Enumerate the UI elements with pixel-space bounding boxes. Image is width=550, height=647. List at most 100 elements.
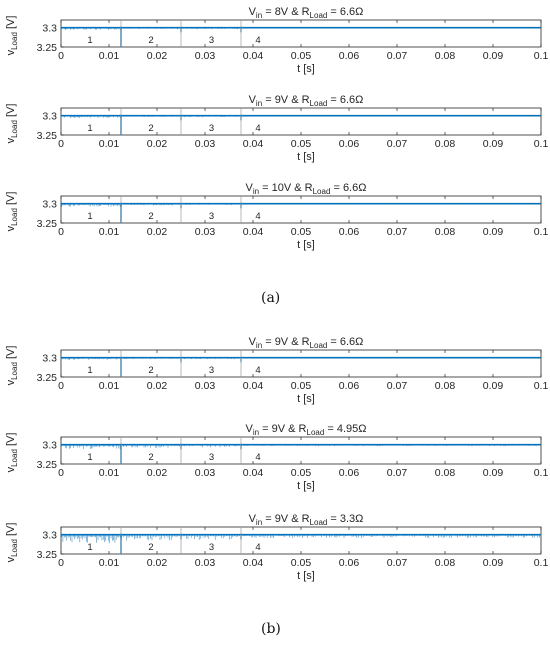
region-label: 2: [148, 211, 153, 222]
x-tick-label: 0.03: [195, 138, 216, 150]
y-tick-label: 3.25: [37, 372, 58, 384]
x-tick-label: 0.05: [291, 467, 312, 479]
x-tick-label: 0.02: [147, 50, 168, 62]
plot-area: [60, 349, 542, 378]
x-tick-label: 0.06: [339, 50, 360, 62]
x-tick-label: 0.01: [99, 557, 120, 569]
x-tick-label: 0.09: [483, 380, 504, 392]
x-tick-label: 0.08: [435, 226, 456, 238]
region-label: 3: [209, 123, 214, 134]
x-tick-label: 0.06: [339, 380, 360, 392]
panel-title: Vin = 9V & RLoad = 6.6Ω: [249, 94, 364, 108]
x-tick-label: 0.09: [483, 467, 504, 479]
chart-panel-3: Vin = 10V & RLoad = 6.6Ω 0 0.01 0.02 0.03 0.0…: [5, 182, 548, 251]
y-tick-label: 3.3: [42, 353, 57, 365]
region-label: 2: [148, 542, 153, 553]
plot-area: [60, 19, 542, 48]
x-tick-label: 0.09: [483, 50, 504, 62]
x-tick-label: 0.01: [99, 138, 120, 150]
x-tick-label: 0.03: [195, 226, 216, 238]
y-axis-label: vLoad [V]: [5, 433, 19, 473]
x-tick-label: 0: [58, 467, 64, 479]
region-label: 2: [148, 452, 153, 463]
x-axis-label: t [s]: [297, 63, 315, 75]
caption-a: (a): [261, 290, 281, 306]
x-tick-label: 0.1: [534, 226, 549, 238]
x-tick-label: 0.03: [195, 50, 216, 62]
region-label: 4: [255, 542, 260, 553]
x-tick-label: 0: [58, 138, 64, 150]
x-tick-label: 0: [58, 557, 64, 569]
region-label: 2: [148, 35, 153, 46]
x-tick-label: 0.09: [483, 226, 504, 238]
x-tick-label: 0.08: [435, 138, 456, 150]
x-tick-label: 0.1: [534, 557, 549, 569]
x-tick-label: 0.02: [147, 557, 168, 569]
x-tick-label: 0.08: [435, 557, 456, 569]
region-label: 3: [209, 452, 214, 463]
region-label: 3: [209, 211, 214, 222]
panel-title: Vin = 9V & RLoad = 6.6Ω: [249, 336, 364, 350]
region-label: 1: [87, 452, 92, 463]
x-tick-label: 0.07: [387, 138, 408, 150]
y-tick-label: 3.25: [37, 459, 58, 471]
x-tick-label: 0: [58, 380, 64, 392]
signal-ripple: [61, 115, 542, 118]
plot-area: [60, 107, 542, 136]
x-tick-label: 0.09: [483, 557, 504, 569]
y-tick-label: 3.3: [42, 23, 57, 35]
x-axis-label: t [s]: [297, 239, 315, 251]
region-label: 3: [209, 35, 214, 46]
y-axis-label: vLoad [V]: [5, 104, 19, 144]
region-label: 4: [255, 35, 260, 46]
y-tick-label: 3.25: [37, 549, 58, 561]
y-axis-label: vLoad [V]: [5, 346, 19, 386]
x-tick-label: 0.01: [99, 226, 120, 238]
caption-b: (b): [261, 621, 281, 637]
x-tick-label: 0.04: [243, 226, 264, 238]
region-label: 1: [87, 542, 92, 553]
x-tick-label: 0.07: [387, 226, 408, 238]
x-tick-label: 0.01: [99, 50, 120, 62]
region-label: 1: [87, 211, 92, 222]
signal-ripple: [61, 444, 542, 450]
x-tick-label: 0.06: [339, 226, 360, 238]
signal-ripple: [61, 27, 542, 30]
plot-area: [60, 526, 542, 555]
x-tick-label: 0.05: [291, 557, 312, 569]
x-tick-label: 0.05: [291, 380, 312, 392]
x-tick-label: 0.04: [243, 557, 264, 569]
x-axis-label: t [s]: [297, 570, 315, 582]
x-tick-label: 0.04: [243, 380, 264, 392]
x-tick-label: 0.03: [195, 380, 216, 392]
x-tick-label: 0.07: [387, 467, 408, 479]
x-tick-label: 0.06: [339, 467, 360, 479]
y-tick-label: 3.25: [37, 218, 58, 230]
x-tick-label: 0.05: [291, 138, 312, 150]
x-tick-label: 0.1: [534, 50, 549, 62]
x-tick-label: 0.04: [243, 138, 264, 150]
x-tick-label: 0.02: [147, 226, 168, 238]
region-label: 3: [209, 542, 214, 553]
signal-ripple: [61, 357, 542, 360]
x-tick-label: 0.04: [243, 50, 264, 62]
x-tick-label: 0.01: [99, 467, 120, 479]
panel-title: Vin = 8V & RLoad = 6.6Ω: [249, 6, 364, 20]
x-tick-label: 0.02: [147, 467, 168, 479]
x-tick-label: 0.03: [195, 467, 216, 479]
region-label: 4: [255, 123, 260, 134]
x-tick-label: 0.08: [435, 467, 456, 479]
x-tick-label: 0.08: [435, 50, 456, 62]
x-tick-label: 0.08: [435, 380, 456, 392]
y-axis-label: vLoad [V]: [5, 523, 19, 563]
x-tick-label: 0.1: [534, 380, 549, 392]
panel-title: Vin = 10V & RLoad = 6.6Ω: [246, 182, 367, 196]
x-tick-label: 0.1: [534, 467, 549, 479]
plot-area: [60, 436, 542, 465]
region-label: 3: [209, 365, 214, 376]
x-tick-label: 0.03: [195, 557, 216, 569]
region-label: 1: [87, 35, 92, 46]
x-tick-label: 0.02: [147, 138, 168, 150]
y-tick-label: 3.25: [37, 42, 58, 54]
chart-panel-6: Vin = 9V & RLoad = 3.3Ω 0 0.01 0.02 0.03 0.04…: [5, 513, 548, 582]
